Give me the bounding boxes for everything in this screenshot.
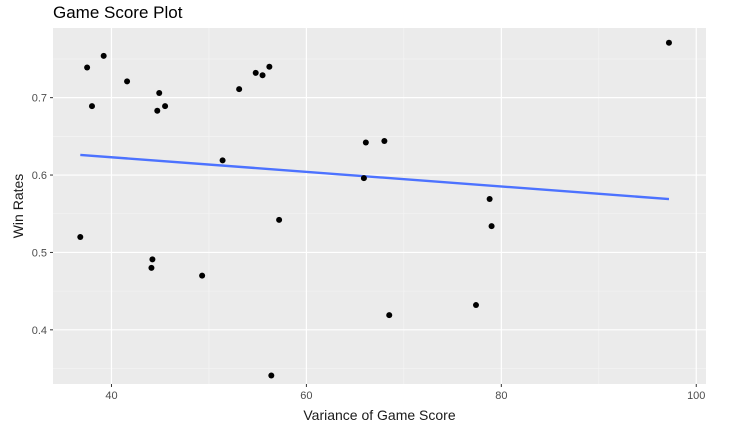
data-point: [488, 223, 495, 230]
y-axis-ticks: 0.4 0.5 0.6 0.7: [32, 93, 53, 337]
data-point: [124, 78, 131, 85]
data-point: [266, 63, 273, 70]
data-point: [472, 302, 479, 309]
major-gridlines: [53, 28, 706, 384]
x-tick-label: 100: [687, 390, 705, 402]
data-point: [100, 52, 107, 59]
x-axis-ticks: 40 60 80 100: [105, 384, 705, 402]
data-point: [148, 264, 155, 271]
x-tick-label: 80: [495, 390, 507, 402]
data-point: [162, 103, 169, 110]
trend-line: [80, 153, 670, 201]
data-point: [386, 312, 393, 319]
data-point: [219, 157, 226, 164]
data-point: [360, 175, 367, 182]
x-axis-title: Variance of Game Score: [303, 407, 455, 423]
data-point: [259, 72, 266, 79]
minor-gridlines: [53, 28, 706, 384]
y-tick-label: 0.6: [32, 170, 47, 182]
y-tick-label: 0.4: [32, 325, 47, 337]
y-tick-label: 0.5: [32, 247, 47, 259]
data-point: [199, 272, 206, 279]
data-point: [154, 107, 161, 114]
data-point: [381, 137, 388, 144]
data-point: [362, 139, 369, 146]
x-tick-label: 40: [105, 390, 117, 402]
data-point: [236, 86, 243, 93]
plot-panel: [53, 28, 706, 384]
data-point: [84, 64, 91, 71]
data-point: [156, 90, 163, 97]
trend-line-group: [80, 153, 670, 201]
data-point: [88, 103, 95, 110]
y-axis-title: Win Rates: [10, 174, 26, 239]
data-point: [665, 39, 672, 46]
data-point: [276, 216, 283, 223]
data-point: [149, 256, 156, 263]
x-tick-label: 60: [300, 390, 312, 402]
data-point: [268, 372, 275, 379]
chart-title: Game Score Plot: [53, 3, 183, 22]
data-point: [77, 233, 84, 240]
data-points: [77, 39, 672, 379]
y-tick-label: 0.7: [32, 93, 47, 105]
data-point: [486, 196, 493, 203]
data-point: [252, 69, 259, 76]
